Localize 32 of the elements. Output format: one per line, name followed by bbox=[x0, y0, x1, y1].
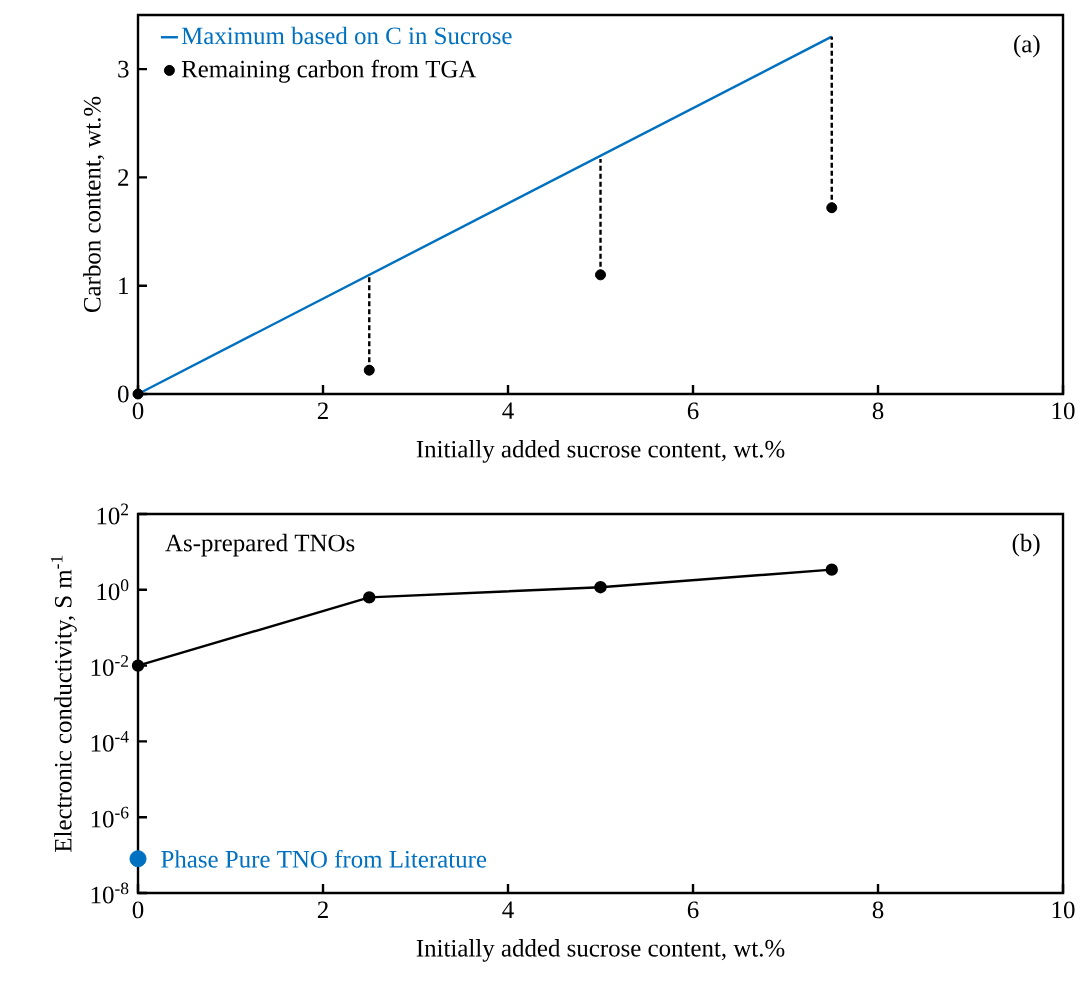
y-tick-label: 0 bbox=[118, 385, 129, 403]
y-axis-title: Electronic conductivity, S m$^{-1}$ bbox=[50, 555, 77, 852]
x-tick-label: 2 bbox=[317, 901, 328, 918]
annotation: (a) bbox=[1014, 34, 1040, 58]
y-axis-title: Carbon content, wt.% bbox=[83, 96, 105, 313]
y-tick-label: 10$^{-8}$ bbox=[91, 882, 129, 904]
x-tick-label: 4 bbox=[502, 402, 514, 419]
x-tick-label: 4 bbox=[502, 901, 514, 918]
y-tick-label: 10$^{-4}$ bbox=[91, 731, 129, 752]
annotation: (b) bbox=[1012, 533, 1040, 557]
x-tick-label: 2 bbox=[317, 402, 328, 419]
series-label: Phase Pure TNO from Literature bbox=[161, 849, 487, 868]
x-tick-label: 8 bbox=[872, 402, 884, 420]
legend-label: Maximum based on C in Sucrose bbox=[181, 26, 512, 45]
legend-label: Remaining carbon from TGA bbox=[181, 59, 477, 83]
y-tick-label: 3 bbox=[118, 60, 129, 78]
y-tick-label: 2 bbox=[118, 169, 129, 186]
y-tick-label: 1 bbox=[119, 277, 129, 294]
annotation: As-prepared TNOs bbox=[165, 533, 355, 557]
x-axis-title: Initially added sucrose content, wt.% bbox=[416, 939, 785, 962]
x-tick-label: 0 bbox=[132, 901, 144, 919]
x-tick-label: 8 bbox=[872, 901, 884, 919]
x-tick-label: 10 bbox=[1052, 402, 1075, 420]
x-tick-label: 0 bbox=[132, 402, 144, 420]
x-tick-label: 6 bbox=[687, 901, 699, 919]
x-tick-label: 10 bbox=[1052, 901, 1075, 919]
x-axis-title: Initially added sucrose content, wt.% bbox=[416, 440, 785, 463]
y-tick-label: 10$^{2}$ bbox=[97, 503, 129, 525]
y-tick-label: 10$^{-2}$ bbox=[91, 655, 129, 676]
x-tick-label: 6 bbox=[687, 402, 699, 420]
y-tick-label: 10$^{-6}$ bbox=[91, 806, 129, 828]
y-tick-label: 10$^{0}$ bbox=[97, 579, 129, 601]
